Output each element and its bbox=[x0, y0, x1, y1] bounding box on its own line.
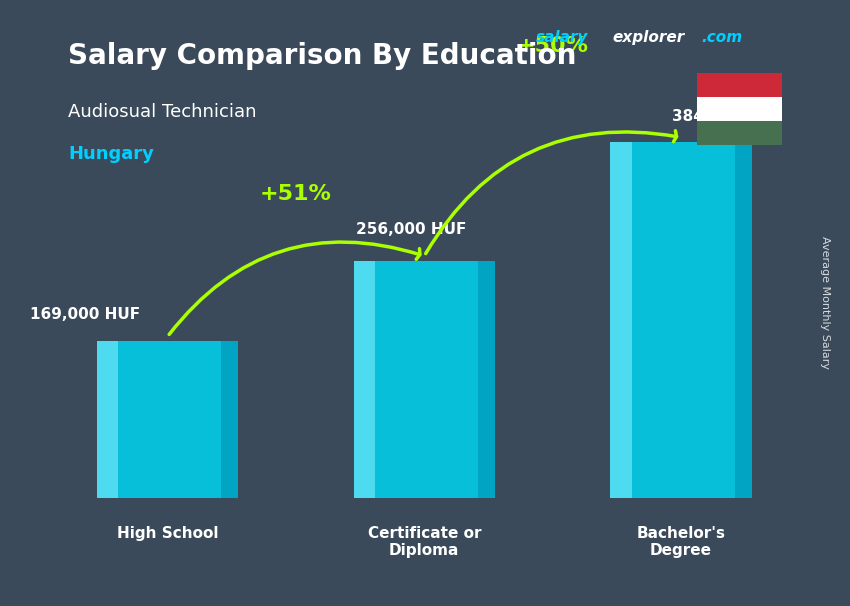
Text: .com: .com bbox=[701, 30, 742, 45]
Text: +51%: +51% bbox=[260, 184, 332, 204]
Text: Hungary: Hungary bbox=[68, 145, 154, 164]
Bar bbox=[697, 97, 782, 121]
Text: 169,000 HUF: 169,000 HUF bbox=[31, 307, 140, 322]
Bar bbox=[697, 73, 782, 97]
Text: explorer: explorer bbox=[612, 30, 684, 45]
Bar bbox=[354, 261, 375, 498]
Bar bbox=[610, 142, 632, 498]
Bar bbox=[734, 142, 751, 498]
Text: Salary Comparison By Education: Salary Comparison By Education bbox=[68, 42, 576, 70]
Text: High School: High School bbox=[116, 525, 218, 541]
Bar bbox=[610, 142, 751, 498]
Text: 256,000 HUF: 256,000 HUF bbox=[356, 222, 467, 237]
Text: Audiosual Technician: Audiosual Technician bbox=[68, 103, 257, 121]
Bar bbox=[221, 341, 238, 498]
Bar bbox=[97, 341, 118, 498]
Bar bbox=[697, 121, 782, 145]
Text: Certificate or
Diploma: Certificate or Diploma bbox=[367, 525, 481, 558]
Bar bbox=[97, 341, 238, 498]
Text: salary: salary bbox=[536, 30, 588, 45]
Bar bbox=[478, 261, 495, 498]
Text: Average Monthly Salary: Average Monthly Salary bbox=[819, 236, 830, 370]
Text: +50%: +50% bbox=[517, 36, 589, 56]
Text: 384,000 HUF: 384,000 HUF bbox=[672, 109, 782, 124]
Text: Bachelor's
Degree: Bachelor's Degree bbox=[637, 525, 726, 558]
Bar bbox=[354, 261, 495, 498]
